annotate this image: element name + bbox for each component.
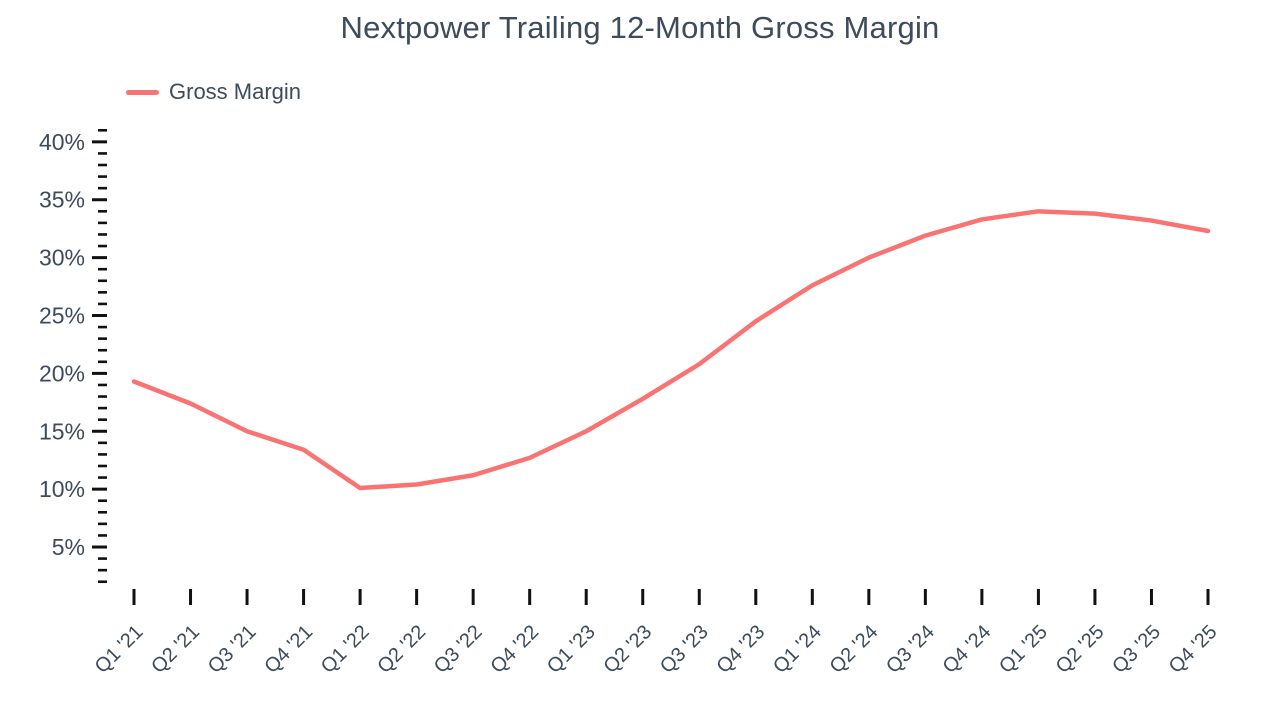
x-axis-tick-label: Q3 '24 <box>882 621 939 678</box>
x-axis-tick-label: Q4 '22 <box>486 621 543 678</box>
legend-label: Gross Margin <box>169 79 302 104</box>
x-axis-tick-label: Q4 '21 <box>260 621 317 678</box>
x-axis-tick-label: Q2 '23 <box>599 621 656 678</box>
x-axis-tick-label: Q4 '25 <box>1165 621 1222 678</box>
x-axis-tick-label: Q3 '22 <box>430 621 487 678</box>
gross-margin-line <box>131 209 1211 491</box>
y-axis-tick-label: 40% <box>39 129 85 155</box>
x-axis-tick-label: Q4 '24 <box>939 621 996 678</box>
y-axis-tick-label: 25% <box>39 303 85 329</box>
y-axis-tick-label: 30% <box>39 245 85 271</box>
x-axis-tick-label: Q3 '23 <box>656 621 713 678</box>
x-axis-tick-label: Q1 '21 <box>91 621 148 678</box>
y-axis-tick-label: 20% <box>39 360 85 386</box>
x-axis-tick-label: Q2 '22 <box>373 621 430 678</box>
legend-line-swatch <box>126 89 159 95</box>
x-axis-tick-label: Q4 '23 <box>713 621 770 678</box>
y-axis-tick-label: 15% <box>39 418 85 444</box>
x-axis-tick-label: Q3 '25 <box>1108 621 1165 678</box>
x-axis-tick-label: Q3 '21 <box>204 621 261 678</box>
x-axis-tick-label: Q1 '24 <box>769 621 826 678</box>
y-axis-tick-label: 5% <box>52 534 85 560</box>
x-axis-tick-label: Q2 '25 <box>1052 621 1109 678</box>
y-axis-tick-label: 10% <box>39 476 85 502</box>
x-axis-tick-label: Q2 '24 <box>826 621 883 678</box>
x-axis-tick-label: Q1 '22 <box>317 621 374 678</box>
x-axis-tick-label: Q1 '23 <box>543 621 600 678</box>
y-axis-tick-label: 35% <box>39 187 85 213</box>
chart-title: Nextpower Trailing 12-Month Gross Margin <box>340 10 940 45</box>
x-axis-tick-label: Q1 '25 <box>995 621 1052 678</box>
x-axis-tick-label: Q2 '21 <box>147 621 204 678</box>
legend: Gross Margin <box>126 79 301 105</box>
